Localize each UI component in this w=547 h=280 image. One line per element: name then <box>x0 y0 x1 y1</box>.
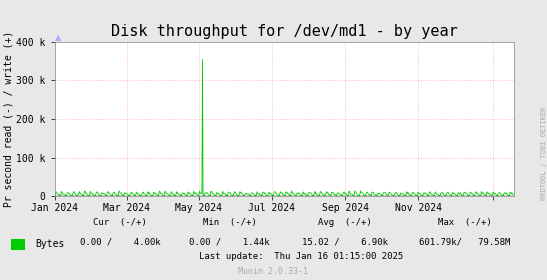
Text: Last update:  Thu Jan 16 01:15:00 2025: Last update: Thu Jan 16 01:15:00 2025 <box>199 252 403 261</box>
Text: Cur  (-/+): Cur (-/+) <box>94 218 147 227</box>
Text: 15.02 /    6.90k: 15.02 / 6.90k <box>301 237 388 246</box>
Text: Munin 2.0.33-1: Munin 2.0.33-1 <box>238 267 309 276</box>
Text: Avg  (-/+): Avg (-/+) <box>318 218 371 227</box>
Text: Max  (-/+): Max (-/+) <box>438 218 492 227</box>
Text: 601.79k/   79.58M: 601.79k/ 79.58M <box>419 237 511 246</box>
Text: RRDTOOL / TOBI OETIKER: RRDTOOL / TOBI OETIKER <box>542 106 547 200</box>
Text: ▲: ▲ <box>55 33 61 42</box>
Text: Min  (-/+): Min (-/+) <box>203 218 257 227</box>
Text: 0.00 /    1.44k: 0.00 / 1.44k <box>189 237 270 246</box>
Title: Disk throughput for /dev/md1 - by year: Disk throughput for /dev/md1 - by year <box>111 24 458 39</box>
Y-axis label: Pr second read (-) / write (+): Pr second read (-) / write (+) <box>3 31 14 207</box>
Text: Bytes: Bytes <box>36 239 65 249</box>
Text: 0.00 /    4.00k: 0.00 / 4.00k <box>80 237 161 246</box>
